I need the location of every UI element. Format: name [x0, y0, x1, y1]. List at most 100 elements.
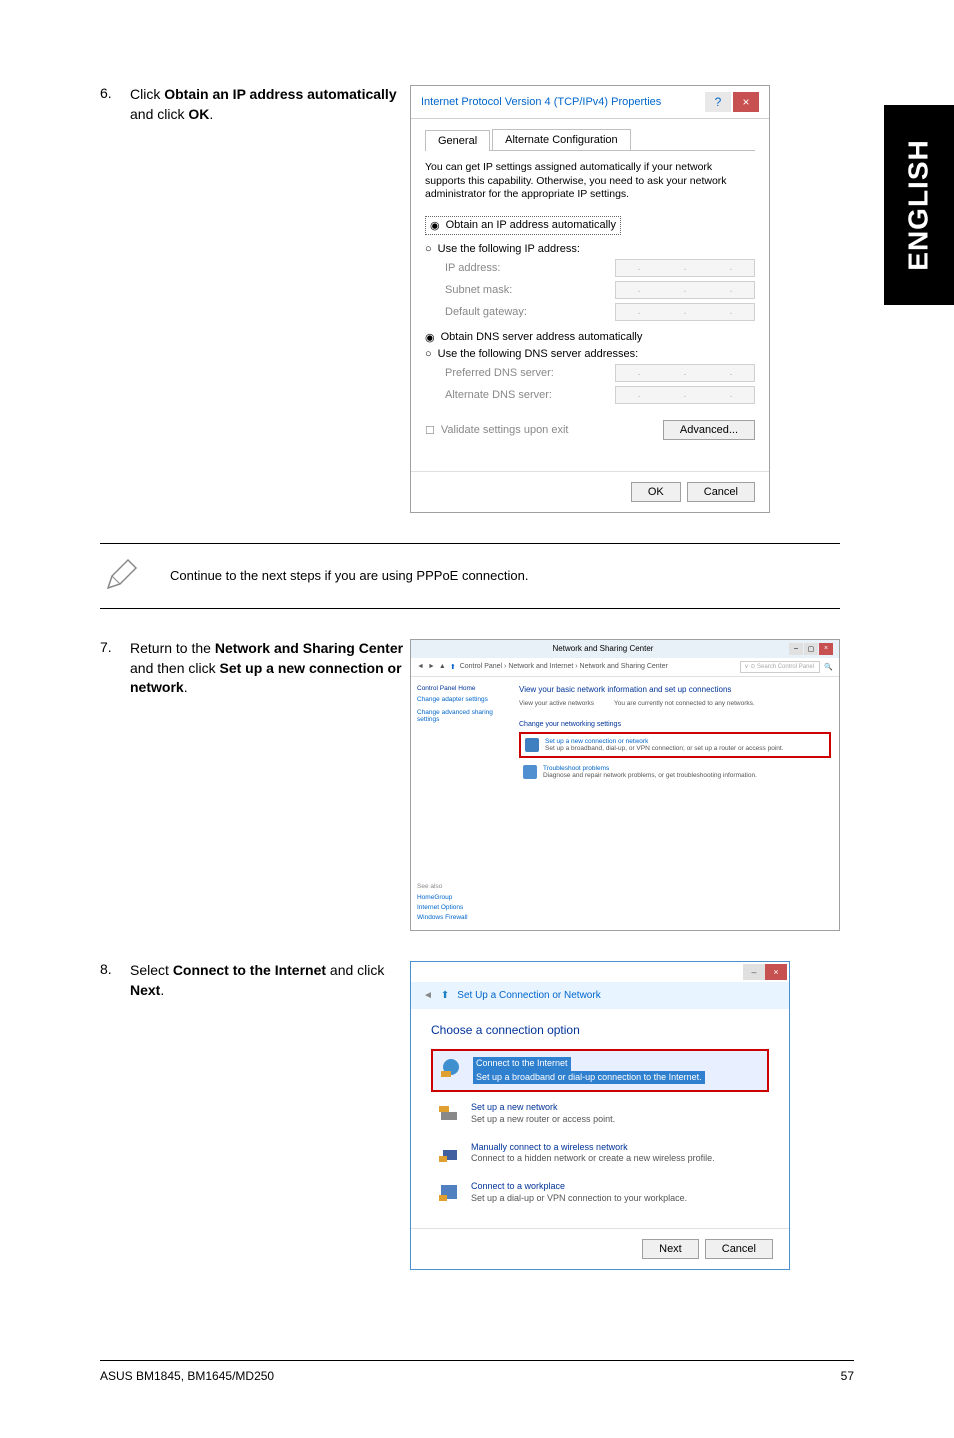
footer-page-number: 57	[841, 1369, 854, 1383]
alt-dns-input: ...	[615, 386, 755, 404]
ip-address-row: IP address: ...	[445, 259, 755, 277]
radio-use-ip[interactable]: ○ Use the following IP address:	[425, 243, 755, 255]
maximize-button[interactable]: ▢	[804, 643, 818, 655]
nc-sidebar: Control Panel Home Change adapter settin…	[411, 677, 511, 877]
active-networks-status: You are currently not connected to any n…	[614, 700, 755, 707]
step-7-image: Network and Sharing Center – ▢ × ◄ ► ▲ ⬆…	[410, 639, 840, 931]
minimize-button[interactable]: –	[743, 964, 765, 980]
step-6-num: 6.	[100, 85, 130, 101]
close-button[interactable]: ×	[765, 964, 787, 980]
radio-use-dns[interactable]: ○ Use the following DNS server addresses…	[425, 348, 755, 360]
language-tab-text: ENGLISH	[903, 139, 935, 270]
back-icon[interactable]: ◄	[423, 990, 433, 1001]
homegroup-link[interactable]: HomeGroup	[417, 894, 833, 901]
step-8-image: – × ◄ ⬆ Set Up a Connection or Network C…	[410, 961, 840, 1271]
workplace-option[interactable]: Connect to a workplace Set up a dial-up …	[431, 1175, 769, 1210]
tab-general[interactable]: General	[425, 130, 490, 151]
ipv4-description: You can get IP settings assigned automat…	[425, 161, 755, 202]
radio-dot-icon: ◉	[430, 219, 440, 232]
firewall-link[interactable]: Windows Firewall	[417, 914, 833, 921]
router-icon	[437, 1102, 461, 1122]
step-6: 6. Click Obtain an IP address automatica…	[100, 85, 840, 513]
checkbox-icon: ☐	[425, 424, 435, 437]
globe-icon	[525, 738, 539, 752]
step-6-text: Click Obtain an IP address automatically…	[130, 85, 410, 124]
page-content: 6. Click Obtain an IP address automatica…	[100, 85, 840, 1290]
tab-alternate[interactable]: Alternate Configuration	[492, 129, 631, 150]
cancel-button[interactable]: Cancel	[705, 1239, 773, 1259]
radio-dot-icon: ◉	[425, 331, 435, 344]
pref-dns-row: Preferred DNS server: ...	[445, 364, 755, 382]
see-also-label: See also	[417, 883, 833, 890]
gateway-row: Default gateway: ...	[445, 303, 755, 321]
ipv4-title-buttons: ? ×	[705, 92, 759, 112]
next-button[interactable]: Next	[642, 1239, 699, 1259]
step-8: 8. Select Connect to the Internet and cl…	[100, 961, 840, 1271]
pref-dns-input: ...	[615, 364, 755, 382]
help-button[interactable]: ?	[705, 92, 731, 112]
dns-group: ◉ Obtain DNS server address automaticall…	[425, 331, 755, 404]
back-icon[interactable]: ◄	[417, 663, 424, 670]
page-footer: ASUS BM1845, BM1645/MD250 57	[100, 1360, 854, 1383]
close-button[interactable]: ×	[819, 643, 833, 655]
minimize-button[interactable]: –	[789, 643, 803, 655]
sidebar-home[interactable]: Control Panel Home	[417, 685, 505, 692]
step-7-num: 7.	[100, 639, 130, 655]
advanced-button[interactable]: Advanced...	[663, 420, 755, 440]
connect-internet-option[interactable]: Connect to the Internet Set up a broadba…	[431, 1049, 769, 1092]
search-icon[interactable]: 🔍	[824, 663, 833, 671]
cancel-button[interactable]: Cancel	[687, 482, 755, 502]
breadcrumb[interactable]: Control Panel › Network and Internet › N…	[460, 663, 668, 670]
sc-body: Choose a connection option Connect to th…	[411, 1009, 789, 1229]
radio-empty-icon: ○	[425, 243, 432, 255]
ipv4-titlebar: Internet Protocol Version 4 (TCP/IPv4) P…	[411, 86, 769, 119]
radio-auto-ip[interactable]: ◉ Obtain an IP address automatically	[425, 216, 621, 235]
nc-titlebar: Network and Sharing Center – ▢ ×	[411, 640, 839, 658]
ipv4-tabs: General Alternate Configuration	[425, 129, 755, 151]
wireless-icon	[437, 1142, 461, 1162]
active-networks-label: View your active networks	[519, 700, 594, 707]
note-text: Continue to the next steps if you are us…	[170, 568, 528, 583]
pencil-icon	[100, 556, 140, 596]
validate-checkbox[interactable]: ☐ Validate settings upon exit	[425, 424, 568, 437]
network-center-dialog: Network and Sharing Center – ▢ × ◄ ► ▲ ⬆…	[410, 639, 840, 931]
note-box: Continue to the next steps if you are us…	[100, 543, 840, 609]
step-6-image: Internet Protocol Version 4 (TCP/IPv4) P…	[410, 85, 840, 513]
up-icon[interactable]: ▲	[439, 663, 446, 670]
subnet-row: Subnet mask: ...	[445, 281, 755, 299]
sidebar-advanced[interactable]: Change advanced sharing settings	[417, 709, 505, 723]
troubleshoot-option[interactable]: Troubleshoot problems Diagnose and repai…	[519, 761, 831, 783]
step-8-text: Select Connect to the Internet and click…	[130, 961, 410, 1000]
wizard-icon: ⬆	[441, 990, 449, 1001]
close-button[interactable]: ×	[733, 92, 759, 112]
internet-options-link[interactable]: Internet Options	[417, 904, 833, 911]
ok-button[interactable]: OK	[631, 482, 681, 502]
sidebar-adapter[interactable]: Change adapter settings	[417, 696, 505, 703]
search-input[interactable]: ∨ ⊙ Search Control Panel	[740, 661, 820, 673]
sc-heading: Choose a connection option	[431, 1023, 769, 1037]
alt-dns-row: Alternate DNS server: ...	[445, 386, 755, 404]
workplace-icon	[437, 1181, 461, 1201]
radio-auto-dns[interactable]: ◉ Obtain DNS server address automaticall…	[425, 331, 755, 344]
wireless-option[interactable]: Manually connect to a wireless network C…	[431, 1136, 769, 1171]
forward-icon[interactable]: ►	[428, 663, 435, 670]
nc-breadcrumb-bar: ◄ ► ▲ ⬆ Control Panel › Network and Inte…	[411, 658, 839, 677]
step-8-num: 8.	[100, 961, 130, 977]
ip-address-input: ...	[615, 259, 755, 277]
sc-titlebar: – ×	[411, 962, 789, 982]
sc-header-text: Set Up a Connection or Network	[457, 990, 600, 1001]
ipv4-dialog: Internet Protocol Version 4 (TCP/IPv4) P…	[410, 85, 770, 513]
sc-header: ◄ ⬆ Set Up a Connection or Network	[411, 982, 789, 1009]
ip-group: ◉ Obtain an IP address automatically ○ U…	[425, 212, 755, 321]
footer-model: ASUS BM1845, BM1645/MD250	[100, 1369, 274, 1383]
troubleshoot-icon	[523, 765, 537, 779]
nc-footer: See also HomeGroup Internet Options Wind…	[411, 877, 839, 930]
setup-connection-dialog: – × ◄ ⬆ Set Up a Connection or Network C…	[410, 961, 790, 1271]
nc-body: Control Panel Home Change adapter settin…	[411, 677, 839, 877]
radio-empty-icon: ○	[425, 348, 432, 360]
new-network-option[interactable]: Set up a new network Set up a new router…	[431, 1096, 769, 1131]
subnet-input: ...	[615, 281, 755, 299]
setup-connection-option[interactable]: Set up a new connection or network Set u…	[519, 732, 831, 758]
ipv4-body: General Alternate Configuration You can …	[411, 119, 769, 461]
nc-heading: View your basic network information and …	[519, 685, 831, 694]
